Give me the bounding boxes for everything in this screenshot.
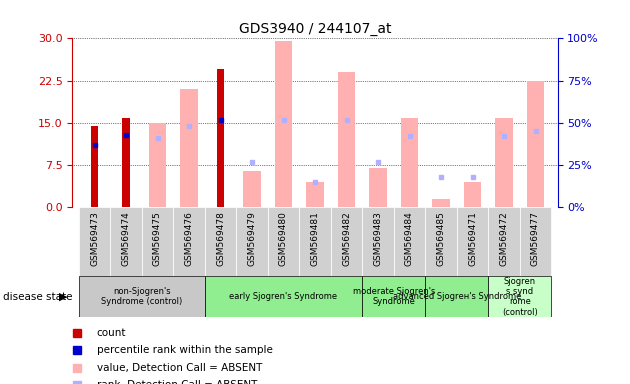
- Bar: [275, 41, 292, 207]
- Text: GSM569478: GSM569478: [216, 211, 225, 266]
- Text: value, Detection Call = ABSENT: value, Detection Call = ABSENT: [97, 362, 262, 373]
- Text: GSM569474: GSM569474: [122, 211, 130, 266]
- Bar: [217, 70, 224, 207]
- Bar: [180, 89, 198, 207]
- Bar: [527, 81, 544, 207]
- Bar: [142, 207, 173, 276]
- Text: GSM569477: GSM569477: [531, 211, 540, 266]
- Bar: [432, 199, 450, 207]
- Bar: [338, 72, 355, 207]
- Text: non-Sjogren's
Syndrome (control): non-Sjogren's Syndrome (control): [101, 287, 182, 306]
- Text: count: count: [97, 328, 126, 338]
- Text: GSM569482: GSM569482: [342, 211, 351, 266]
- Bar: [173, 207, 205, 276]
- Text: GSM569484: GSM569484: [405, 211, 414, 266]
- Text: moderate Sjogren's
Syndrome: moderate Sjogren's Syndrome: [353, 287, 435, 306]
- Bar: [205, 276, 362, 317]
- Bar: [79, 207, 110, 276]
- Bar: [425, 207, 457, 276]
- Bar: [122, 118, 130, 207]
- Bar: [79, 276, 205, 317]
- Bar: [488, 207, 520, 276]
- Text: GSM569476: GSM569476: [185, 211, 193, 266]
- Text: rank, Detection Call = ABSENT: rank, Detection Call = ABSENT: [97, 380, 257, 384]
- Bar: [149, 123, 166, 207]
- Text: ▶: ▶: [59, 291, 67, 302]
- Text: GSM569481: GSM569481: [311, 211, 319, 266]
- Bar: [299, 207, 331, 276]
- Bar: [306, 182, 324, 207]
- Bar: [110, 207, 142, 276]
- Bar: [425, 276, 488, 317]
- Bar: [488, 276, 551, 317]
- Text: GSM569475: GSM569475: [153, 211, 162, 266]
- Bar: [369, 168, 387, 207]
- Bar: [268, 207, 299, 276]
- Bar: [495, 118, 513, 207]
- Bar: [91, 126, 98, 207]
- Bar: [362, 276, 425, 317]
- Bar: [464, 182, 481, 207]
- Text: disease state: disease state: [3, 291, 72, 302]
- Text: early Sjogren's Syndrome: early Sjogren's Syndrome: [229, 292, 338, 301]
- Text: Sjogren
s synd
rome
(control): Sjogren s synd rome (control): [502, 276, 537, 317]
- Text: GSM569472: GSM569472: [500, 211, 508, 266]
- Bar: [362, 207, 394, 276]
- Text: percentile rank within the sample: percentile rank within the sample: [97, 345, 273, 356]
- Bar: [331, 207, 362, 276]
- Title: GDS3940 / 244107_at: GDS3940 / 244107_at: [239, 22, 391, 36]
- Text: advanced Sjogrен's Syndrome: advanced Sjogrен's Syndrome: [392, 292, 521, 301]
- Bar: [205, 207, 236, 276]
- Text: GSM569483: GSM569483: [374, 211, 382, 266]
- Text: GSM569485: GSM569485: [437, 211, 445, 266]
- Bar: [243, 171, 261, 207]
- Text: GSM569479: GSM569479: [248, 211, 256, 266]
- Bar: [394, 207, 425, 276]
- Bar: [401, 118, 418, 207]
- Text: GSM569480: GSM569480: [279, 211, 288, 266]
- Text: GSM569471: GSM569471: [468, 211, 477, 266]
- Bar: [457, 207, 488, 276]
- Bar: [236, 207, 268, 276]
- Bar: [520, 207, 551, 276]
- Text: GSM569473: GSM569473: [90, 211, 99, 266]
